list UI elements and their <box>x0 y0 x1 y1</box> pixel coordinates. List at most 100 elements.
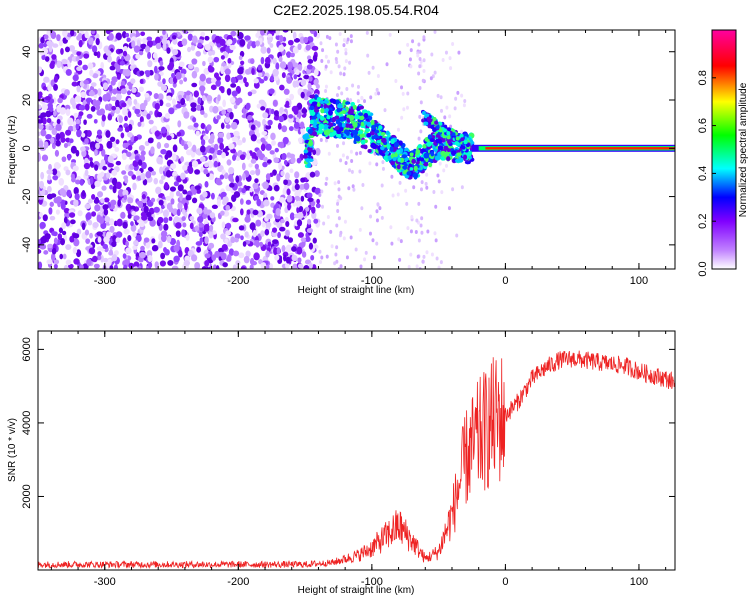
spectrogram-cell <box>287 61 293 70</box>
spectrogram-cell <box>389 146 394 152</box>
spectrogram-cell <box>157 93 164 101</box>
spectrogram-cell <box>432 127 437 132</box>
spectrogram-cell <box>315 147 321 156</box>
spectrogram-cell <box>121 170 127 175</box>
spectrogram-cell <box>79 146 86 152</box>
spectrogram-cell <box>335 223 339 228</box>
spectrogram-cell <box>144 70 151 75</box>
spectrogram-cell <box>53 75 59 83</box>
spectrogram-cell <box>255 239 260 248</box>
spectrogram-cell <box>127 111 132 118</box>
spectrogram-cell <box>455 141 460 146</box>
spectrogram-cell <box>46 185 52 193</box>
spectrogram-cell <box>197 97 202 105</box>
spectrogram-cell <box>297 232 304 238</box>
spectrogram-cell <box>281 245 286 253</box>
spectrogram-cell <box>196 149 201 156</box>
spectrogram-cell <box>240 266 246 269</box>
spectrogram-cell <box>337 180 341 185</box>
spectrogram-cell <box>171 265 179 269</box>
spectrogram-cell <box>50 60 56 66</box>
spectrogram-cell <box>40 129 47 137</box>
spectrogram-cell <box>94 148 98 157</box>
spectrogram-cell <box>111 105 117 111</box>
spectrogram-cell <box>257 72 263 77</box>
spectrogram-cell <box>232 264 237 269</box>
snr-frame <box>37 330 676 571</box>
x-tick-label: 0 <box>502 275 508 287</box>
spectrogram-cell <box>150 146 155 155</box>
spectrogram-cell <box>72 247 78 254</box>
spectrogram-cell <box>276 173 281 182</box>
spectrogram-cell <box>137 159 143 166</box>
spectrogram-cell <box>309 94 316 99</box>
spectrogram-cell <box>313 68 319 77</box>
spectrogram-cell <box>306 192 313 199</box>
spectrogram-cell <box>291 254 298 262</box>
spectrogram-cell <box>430 252 434 257</box>
spectrogram-cell <box>146 113 151 120</box>
spectrogram-cell <box>234 237 239 243</box>
spectrogram-cell <box>164 142 170 149</box>
spectrogram-cell <box>256 149 263 158</box>
spectrogram-cell <box>199 237 204 244</box>
spectrogram-cell <box>449 66 453 71</box>
spectrogram-cell <box>457 50 461 55</box>
spectrogram-cell <box>424 113 429 118</box>
spectrogram-cell <box>363 99 367 104</box>
spectrogram-cell <box>162 78 166 85</box>
spectrogram-cell <box>154 130 160 137</box>
spectrogram-cell <box>220 87 225 94</box>
spectrogram-cell <box>178 94 183 100</box>
spectrogram-cell <box>56 60 62 69</box>
spectrogram-cell <box>158 199 164 206</box>
spectrogram-cell <box>183 260 191 266</box>
spectrogram-cell <box>385 62 389 67</box>
spectrogram-cell <box>346 37 350 42</box>
spectrogram-cell <box>225 124 231 129</box>
spectrogram-cell <box>101 148 106 157</box>
spectrogram-cell <box>187 46 192 53</box>
spectrogram-cell <box>295 69 300 76</box>
spectrogram-cell <box>226 38 233 45</box>
spectrogram-cell <box>328 36 332 41</box>
spectrogram-cell <box>124 68 131 77</box>
spectrogram-cell <box>76 129 82 138</box>
spectrogram-cell <box>58 178 65 186</box>
spectrogram-cell <box>112 88 118 95</box>
spectrogram-cell <box>439 95 443 100</box>
spectrogram-cell <box>56 104 62 113</box>
spectrogram-cell <box>286 51 292 58</box>
spectrogram-cell <box>435 256 439 261</box>
spectrogram-cell <box>124 115 128 122</box>
spectrogram-cell <box>161 37 168 45</box>
spectrogram-cell <box>419 100 423 105</box>
spectrogram-cell <box>281 72 286 79</box>
spectrogram-cell <box>409 252 413 257</box>
spectrogram-cell <box>267 33 273 39</box>
spectrogram-cell <box>255 132 261 138</box>
spectrogram-cell <box>418 114 422 119</box>
spectrogram-cell <box>38 124 44 130</box>
spectrogram-cell <box>318 192 322 197</box>
spectrogram-cell <box>154 73 159 81</box>
spectrogram-cell <box>364 250 368 255</box>
spectrogram-cell <box>294 183 300 191</box>
spectrogram-cell <box>339 158 343 163</box>
spectrogram-cell <box>375 218 379 223</box>
spectrogram-cell <box>153 206 160 213</box>
spectrogram-cell <box>280 170 285 177</box>
spectrogram-cell <box>171 208 179 216</box>
spectrogram-cell <box>165 169 172 178</box>
spectrogram-cell <box>101 114 106 122</box>
spectrogram-cell <box>179 79 184 85</box>
spectrogram-cell <box>353 134 358 140</box>
spectrogram-cell <box>408 57 412 62</box>
spectrogram-cell <box>377 91 381 96</box>
spectrogram-cell <box>236 74 244 80</box>
spectrogram-cell <box>74 95 82 103</box>
spectrogram-cell <box>122 253 127 259</box>
spectrogram-cell <box>345 155 349 160</box>
spectrogram-cell <box>119 60 125 66</box>
spectrogram-cell <box>430 52 434 57</box>
